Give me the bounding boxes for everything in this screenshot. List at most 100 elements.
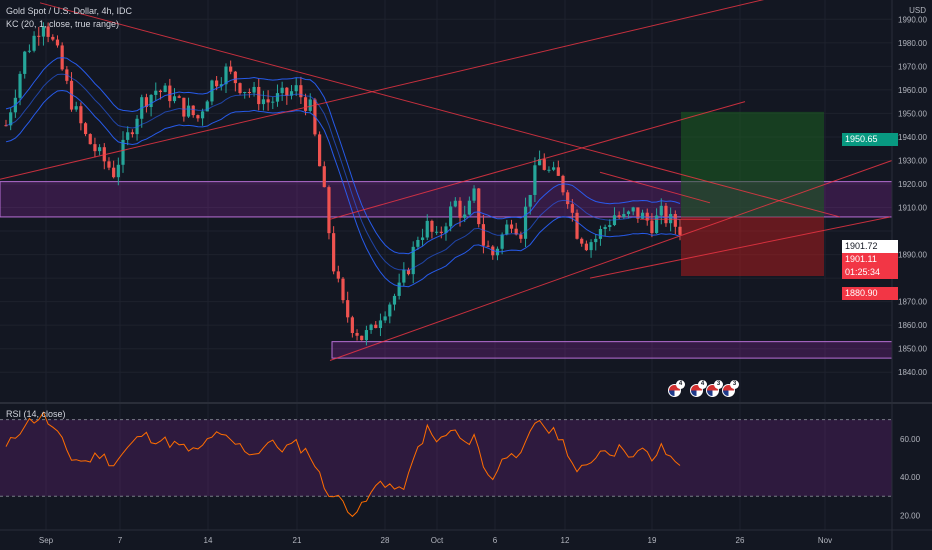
candle-body [528,194,532,207]
candle-body [289,91,294,96]
candle-body [608,225,612,228]
support-zone [331,341,893,359]
candle-body [467,200,471,215]
trendline [0,0,765,180]
candle-body [640,212,645,219]
candle-body [243,92,247,94]
candle-body [388,304,392,317]
indicator-legend[interactable]: KC (20, 1, close, true range) [6,19,120,29]
candle-body [322,166,326,188]
candle-body [570,204,574,213]
candle-body [678,226,682,235]
price-tick-label: 1950.00 [898,109,927,118]
kc-lower-band [5,89,681,288]
candle-body [402,269,406,283]
event-count-badge: 4 [676,380,685,389]
candle-body [275,93,280,102]
price-tick-label: 1980.00 [898,39,927,48]
currency-unit: USD [909,6,926,15]
candle-body [182,97,186,117]
price-tick-label: 1920.00 [898,180,927,189]
candle-body [98,147,102,152]
candle-body [514,228,518,235]
price-tick-label: 1870.00 [898,298,927,307]
candle-body [27,50,32,52]
candle-body [416,239,420,247]
trendline [599,171,711,204]
price-tick-label: 1840.00 [898,368,927,377]
candle-body [177,96,181,98]
rsi-pane [0,411,892,518]
candle-body [636,207,640,219]
candle-body [215,80,219,87]
countdown-tag: 01:25:34 [842,266,898,279]
trendline [329,101,746,220]
trendlines [0,0,893,361]
time-tick-label: Nov [818,536,832,545]
price-tick-label: 1990.00 [898,15,927,24]
candle-body [486,245,490,247]
candle-body [411,246,415,275]
candle-body [280,87,284,94]
event-count-badge: 4 [698,380,707,389]
candle-body [505,224,509,235]
candle-body [130,132,134,135]
candle-body [88,134,92,145]
keltner-channel [5,57,681,288]
prev-close-tag: 1901.11 [842,253,898,266]
candle-body [168,85,172,102]
time-tick-label: 14 [204,536,213,545]
stop-loss-tag: 1880.90 [842,287,898,300]
price-tick-label: 1890.00 [898,251,927,260]
rsi-line [5,411,681,518]
candle-body [210,80,214,102]
time-tick-label: Oct [431,536,444,545]
candle-body [435,231,439,233]
candle-body [444,226,448,233]
candle-body [509,224,514,229]
candle-body [4,125,8,127]
candle-body [439,231,443,233]
rsi-legend[interactable]: RSI (14, close) [6,409,66,419]
candle-body [93,144,97,152]
take-profit-zone [681,111,824,217]
candle-body [149,94,153,108]
candle-body [425,220,429,238]
symbol-title[interactable]: Gold Spot / U.S. Dollar, 4h, IDC [6,6,133,16]
candle-body [46,26,50,37]
rsi-band [0,419,892,497]
candle-body [69,80,74,110]
rsi-tick-label: 20.00 [900,511,921,520]
candle-body [523,206,528,239]
candle-body [580,238,584,244]
candle-body [317,134,322,167]
take-profit-tag: 1950.65 [842,133,898,146]
trendline [589,216,891,279]
candle-body [285,87,289,96]
candle-body [294,85,298,92]
candle-body [552,167,556,170]
candle-body [575,212,579,239]
candle-body [219,84,223,87]
candle-body [374,324,378,329]
candle-body [200,111,205,119]
time-tick-label: Sep [39,536,54,545]
candle-body [41,26,46,37]
candle-body [659,205,663,216]
candle-body [74,106,78,110]
candle-body [32,35,36,51]
time-tick-label: 12 [561,536,570,545]
candle-body [9,112,13,126]
time-tick-label: 26 [736,536,745,545]
candle-body [542,159,546,170]
candle-body [18,73,22,98]
candle-body [463,214,467,218]
candle-body [229,66,233,72]
time-tick-label: 7 [118,536,123,545]
candle-body [144,97,149,108]
candle-body [37,35,41,37]
price-tick-label: 1850.00 [898,345,927,354]
candle-body [332,233,336,272]
candle-body [346,300,350,318]
